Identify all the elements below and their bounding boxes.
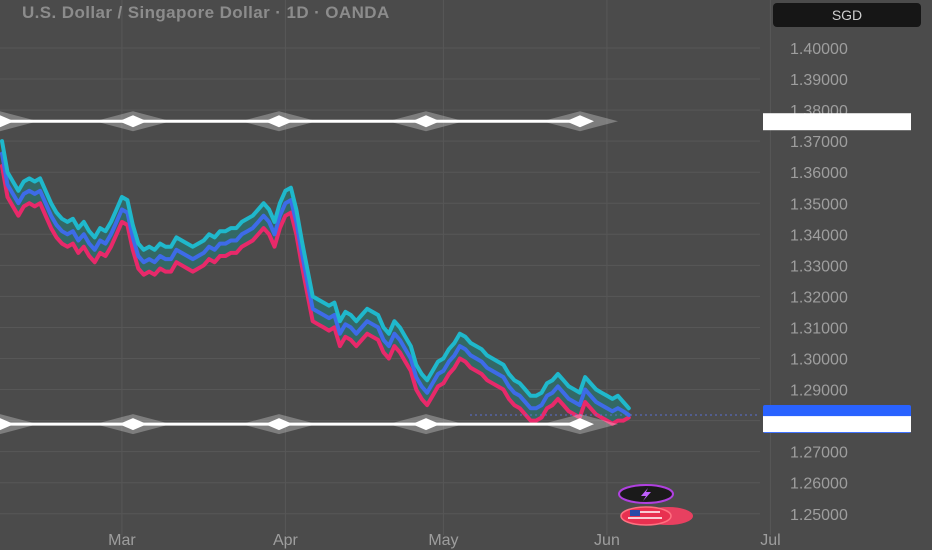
level-handle-icon[interactable] [566,418,594,431]
level-handle-icon[interactable] [0,418,14,431]
upper-level-badge [763,113,911,131]
series-line-pink [0,164,631,426]
level-handle-icon[interactable] [0,115,14,128]
chart-title: U.S. Dollar / Singapore Dollar · 1D · OA… [22,3,390,22]
series-band-fill [2,141,629,424]
y-tick-label: 1.30000 [790,352,848,369]
x-tick-label: Mar [108,532,136,549]
level-handle-icon[interactable] [412,418,440,431]
level-handle-icon[interactable] [265,418,293,431]
level-handle-glow [0,414,38,435]
y-tick-label: 1.39000 [790,72,848,89]
y-tick-label: 1.26000 [790,476,848,493]
y-tick-label: 1.25000 [790,507,848,524]
us-flag-icon[interactable] [620,506,672,526]
currency-selector-button[interactable]: SGD [773,3,921,27]
level-handle-icon[interactable] [119,115,147,128]
y-tick-label: 1.37000 [790,134,848,151]
y-tick-label: 1.35000 [790,196,848,213]
y-tick-label: 1.29000 [790,383,848,400]
x-tick-label: Jun [594,532,620,549]
y-tick-label: 1.33000 [790,258,848,275]
level-handle-icon[interactable] [119,418,147,431]
level-handle-glow [0,111,38,132]
y-tick-label: 1.27000 [790,445,848,462]
level-handle-icon[interactable] [265,115,293,128]
x-tick-label: Jul [760,532,780,549]
level-handle-icon[interactable] [566,115,594,128]
series-line-cyan [0,139,631,411]
y-tick-label: 1.31000 [790,320,848,337]
x-tick-label: Apr [273,532,299,549]
y-tick-label: 1.40000 [790,41,848,58]
lightning-icon [641,488,651,501]
y-tick-label: 1.36000 [790,165,848,182]
x-tick-label: May [428,532,458,549]
lower-level-badge [763,416,911,433]
series-line-blue [0,151,631,417]
us-flag-icon [630,510,640,516]
level-handle-icon[interactable] [412,115,440,128]
y-tick-label: 1.34000 [790,227,848,244]
y-tick-label: 1.32000 [790,289,848,306]
